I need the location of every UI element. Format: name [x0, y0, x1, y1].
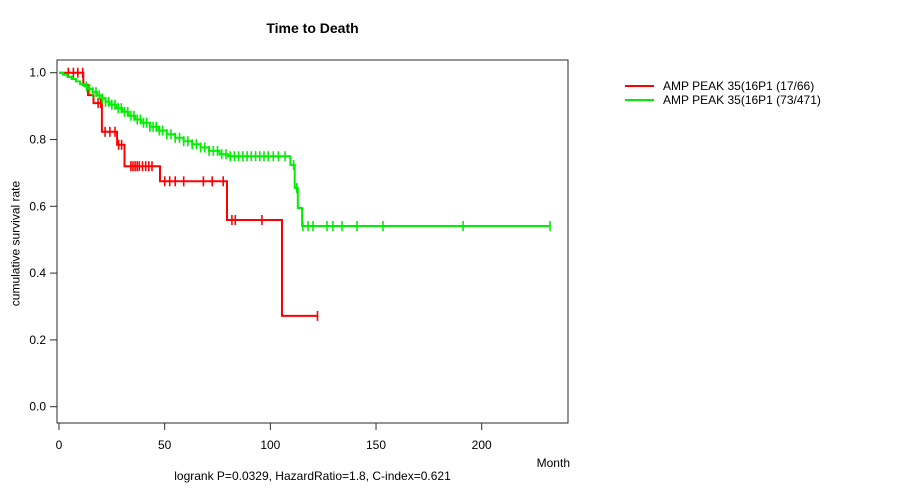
y-tick-label: 0.4 [29, 266, 46, 280]
legend-row: AMP PEAK 35(16P1 (17/66) [625, 79, 821, 93]
chart-title: Time to Death [266, 20, 359, 36]
x-tick-label: 200 [472, 438, 492, 452]
legend: AMP PEAK 35(16P1 (17/66) AMP PEAK 35(16P… [625, 79, 821, 107]
x-axis-title: Month [536, 456, 570, 470]
legend-label-green: AMP PEAK 35(16P1 (73/471) [663, 93, 821, 107]
y-tick-label: 0.2 [29, 333, 46, 347]
legend-row: AMP PEAK 35(16P1 (73/471) [625, 93, 821, 107]
y-tick-label: 0.6 [29, 199, 46, 213]
x-tick-label: 150 [366, 438, 386, 452]
y-tick-label: 0.8 [29, 133, 46, 147]
legend-line-green-icon [625, 99, 654, 101]
legend-label-red: AMP PEAK 35(16P1 (17/66) [663, 79, 815, 93]
x-tick-label: 100 [260, 438, 280, 452]
y-tick-label: 1.0 [29, 66, 46, 80]
y-tick-label: 0.0 [29, 400, 46, 414]
y-axis-title: cumulative survival rate [8, 180, 23, 307]
survival-curve-green [59, 71, 550, 227]
legend-line-red-icon [625, 85, 654, 87]
x-tick-label: 0 [56, 438, 63, 452]
plot-box [56, 59, 569, 424]
x-tick-label: 50 [158, 438, 172, 452]
survival-curve-red [59, 71, 318, 317]
stats-annotation: logrank P=0.0329, HazardRatio=1.8, C-ind… [174, 469, 451, 483]
